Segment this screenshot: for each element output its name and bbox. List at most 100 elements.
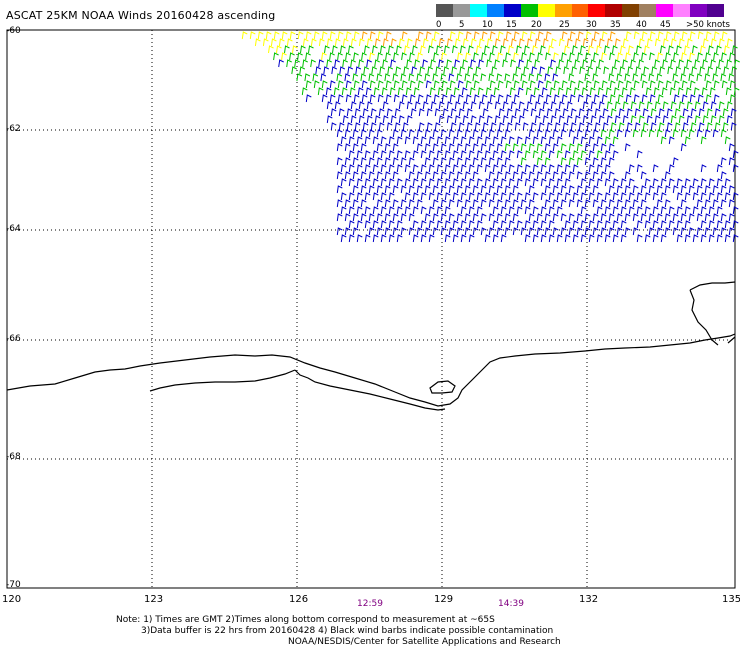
- wind-barb: [451, 66, 458, 75]
- wind-barb: [568, 171, 575, 180]
- wind-barb: [376, 227, 383, 236]
- wind-barb: [648, 73, 655, 82]
- wind-barb: [416, 185, 423, 194]
- wind-barb: [546, 122, 553, 131]
- wind-barb: [369, 80, 376, 89]
- wind-barb: [720, 185, 727, 194]
- wind-barb: [416, 227, 423, 236]
- wind-barb: [344, 157, 351, 166]
- wind-barb: [604, 164, 611, 173]
- wind-barb: [320, 73, 327, 82]
- wind-barb: [404, 136, 411, 145]
- wind-barb: [497, 52, 503, 61]
- wind-barb: [521, 52, 527, 61]
- wind-barb: [432, 157, 439, 166]
- wind-barb: [422, 101, 429, 110]
- wind-barb: [434, 108, 441, 117]
- wind-barb: [680, 227, 687, 236]
- wind-barb: [644, 234, 651, 243]
- wind-barb: [464, 227, 471, 236]
- wind-barb: [666, 108, 673, 117]
- wind-barb: [562, 122, 569, 131]
- wind-barb: [291, 66, 298, 75]
- wind-barb: [268, 45, 274, 54]
- wind-barb: [569, 94, 576, 103]
- wind-barb: [453, 87, 460, 96]
- wind-barb: [521, 31, 528, 40]
- wind-barb: [601, 80, 608, 89]
- wind-barb: [588, 192, 595, 201]
- wind-barb: [650, 108, 657, 117]
- wind-barb: [406, 38, 413, 47]
- wind-barb: [299, 66, 306, 75]
- wind-barb: [450, 122, 457, 131]
- wind-barb: [524, 136, 531, 145]
- wind-barb: [448, 185, 455, 194]
- wind-barb: [696, 185, 703, 194]
- wind-barb: [609, 94, 616, 103]
- wind-barb: [509, 87, 516, 96]
- wind-barb: [336, 185, 343, 194]
- wind-barb: [592, 227, 599, 236]
- wind-barb: [412, 206, 419, 215]
- wind-barb: [476, 45, 482, 54]
- wind-barb: [350, 101, 357, 110]
- wind-barb: [524, 178, 531, 187]
- wind-barb: [428, 164, 435, 173]
- wind-barb: [510, 101, 517, 110]
- wind-barb: [398, 101, 405, 110]
- wind-barb: [491, 66, 498, 75]
- wind-barb: [541, 87, 548, 96]
- wind-barb: [524, 220, 531, 229]
- legend-swatch: [588, 4, 606, 17]
- wind-barb: [512, 185, 519, 194]
- wind-barb: [572, 136, 579, 145]
- wind-barb: [396, 45, 402, 54]
- wind-barb: [626, 122, 633, 131]
- wind-barb: [492, 45, 498, 54]
- wind-barb: [524, 150, 531, 159]
- wind-barb: [456, 227, 463, 236]
- wind-barb: [438, 115, 445, 124]
- wind-barb: [681, 80, 688, 89]
- wind-barb: [560, 157, 567, 166]
- wind-barb: [532, 178, 539, 187]
- wind-barb: [528, 73, 535, 82]
- wind-barb: [529, 52, 535, 61]
- wind-barb: [632, 73, 639, 82]
- wind-barb: [554, 108, 561, 117]
- wind-barb: [505, 52, 511, 61]
- wind-barb: [464, 213, 471, 222]
- wind-barb: [656, 199, 663, 208]
- wind-barb: [482, 108, 489, 117]
- wind-barb: [380, 136, 387, 145]
- wind-barb: [300, 45, 306, 54]
- wind-barb: [412, 136, 419, 145]
- wind-barb: [513, 31, 520, 40]
- wind-barb: [444, 45, 450, 54]
- wind-barb: [620, 192, 627, 201]
- wind-barb: [476, 192, 483, 201]
- wind-barb: [355, 66, 362, 75]
- wind-barb: [424, 157, 431, 166]
- wind-barb: [494, 101, 501, 110]
- wind-barb: [436, 192, 443, 201]
- wind-barb: [604, 192, 611, 201]
- wind-barb: [720, 157, 727, 166]
- wind-barb: [480, 129, 487, 138]
- wind-barb: [516, 164, 523, 173]
- wind-barb: [660, 220, 667, 229]
- wind-barb: [529, 80, 536, 89]
- wind-barb: [446, 38, 453, 47]
- wind-barb: [364, 150, 371, 159]
- wind-barb: [281, 52, 287, 61]
- wind-barb: [344, 129, 351, 138]
- wind-barb: [512, 143, 519, 152]
- wind-barb: [441, 52, 447, 61]
- wind-barb: [456, 213, 463, 222]
- wind-barb: [715, 66, 722, 75]
- wind-barb: [652, 220, 659, 229]
- wind-barb: [414, 59, 420, 68]
- wind-barb: [392, 185, 399, 194]
- wind-barb: [512, 171, 519, 180]
